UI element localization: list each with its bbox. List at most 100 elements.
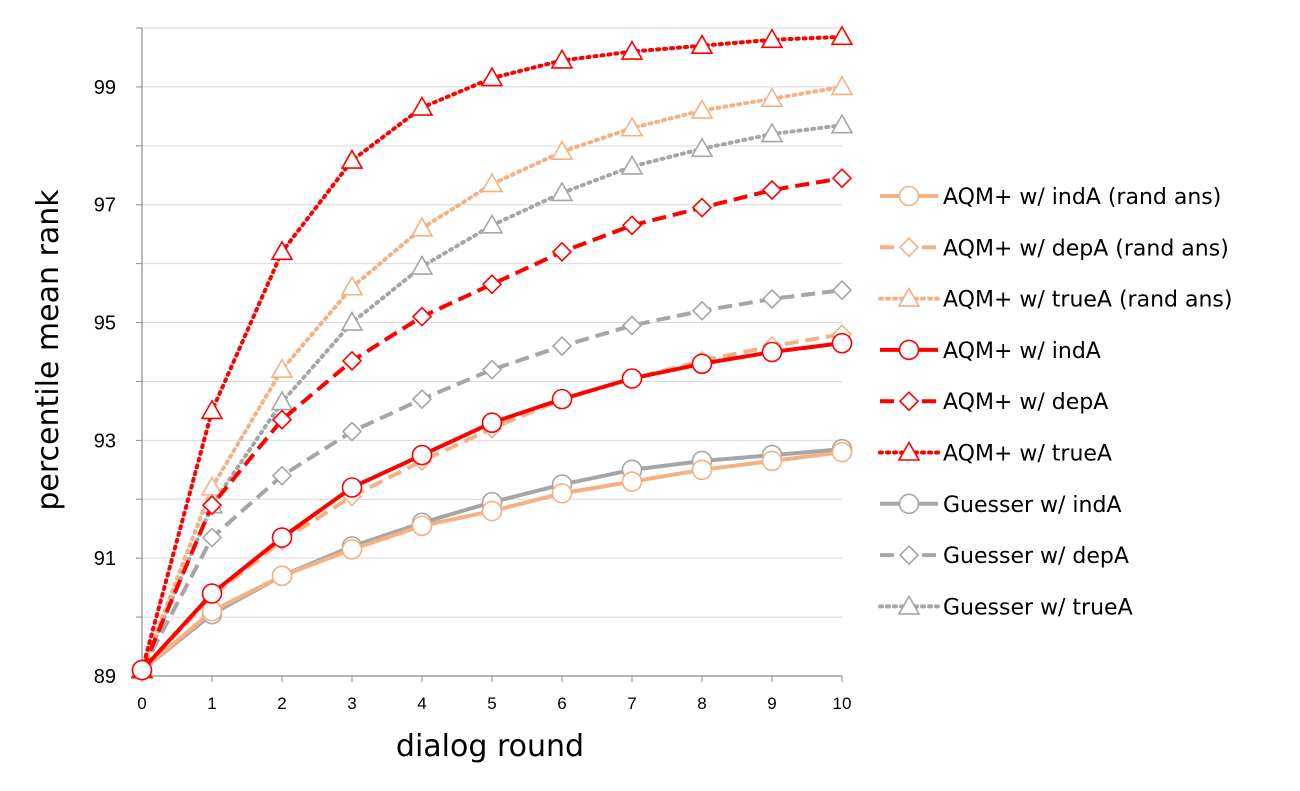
x-tick-label: 1 (207, 694, 216, 713)
data-point (831, 168, 853, 189)
data-point (340, 310, 364, 331)
legend-item: AQM+ w/ depA (880, 390, 1108, 415)
data-point (830, 25, 854, 46)
data-point (340, 275, 364, 296)
data-point (760, 122, 784, 143)
data-point (481, 274, 503, 295)
x-tick-labels: 0 1 2 3 4 5 6 7 8 9 10 (137, 694, 851, 713)
legend-item: AQM+ w/ trueA (rand ans) (878, 286, 1232, 313)
data-point (691, 353, 713, 375)
y-tick-label: 89 (94, 666, 116, 688)
series-3 (131, 332, 853, 681)
data-point (271, 527, 293, 548)
data-point (620, 116, 644, 137)
legend-item: Guesser w/ trueA (878, 594, 1133, 620)
legend-label: AQM+ w/ trueA (943, 442, 1112, 467)
legend-label: Guesser w/ indA (943, 493, 1122, 518)
series-line (140, 176, 843, 671)
y-tick-label: 95 (94, 313, 116, 335)
data-point (411, 444, 433, 466)
data-point (271, 465, 293, 486)
legend-item: AQM+ w/ depA (rand ans) (880, 236, 1229, 261)
series-layer (130, 25, 854, 681)
legend-item: AQM+ w/ indA (rand ans) (880, 185, 1221, 210)
data-point (690, 137, 714, 158)
x-tick-label: 6 (557, 694, 566, 713)
data-point (410, 254, 434, 275)
data-point (620, 39, 644, 60)
series-0 (131, 441, 853, 681)
data-point (551, 483, 573, 504)
data-point (761, 341, 783, 363)
y-tick-label: 99 (94, 77, 116, 99)
data-point (480, 66, 504, 87)
data-point (270, 358, 294, 378)
series-5 (130, 25, 854, 679)
y-axis-title: percentile mean rank (31, 189, 66, 511)
legend-marker (898, 544, 920, 566)
data-point (481, 359, 503, 380)
data-point (340, 148, 364, 169)
data-point (201, 583, 223, 604)
series-line (140, 447, 843, 672)
data-point (201, 495, 223, 516)
data-point (271, 409, 293, 430)
y-tick-labels: 89 91 93 95 97 99 (94, 77, 116, 688)
legend-marker (898, 391, 920, 412)
series-6 (131, 438, 853, 681)
data-point (411, 306, 433, 327)
data-point (831, 332, 853, 354)
data-point (621, 368, 643, 389)
x-tick-label: 5 (487, 694, 496, 713)
data-point (200, 399, 224, 420)
legend-label: AQM+ w/ depA (rand ans) (943, 236, 1229, 261)
legend-marker (898, 185, 920, 207)
data-point (831, 441, 853, 463)
data-point (341, 539, 363, 560)
data-point (690, 34, 714, 54)
legend-item: AQM+ w/ indA (880, 339, 1101, 364)
data-point (480, 213, 504, 234)
data-point (691, 300, 713, 321)
series-line (140, 450, 843, 672)
data-point (690, 98, 714, 119)
data-point (481, 412, 503, 433)
y-tick-label: 91 (94, 548, 116, 570)
x-tick-label: 7 (627, 694, 636, 713)
legend-item: AQM+ w/ trueA (878, 440, 1112, 467)
data-point (761, 288, 783, 310)
x-axis-title: dialog round (396, 729, 584, 764)
legend-marker (898, 339, 920, 361)
legend-label: Guesser w/ trueA (943, 595, 1133, 620)
series-2 (130, 75, 854, 679)
data-point (481, 500, 503, 522)
legend-label: AQM+ w/ indA (943, 339, 1101, 364)
data-point (270, 390, 294, 411)
x-tick-label: 10 (833, 694, 852, 713)
data-point (341, 477, 363, 498)
data-point (621, 215, 643, 236)
data-point (621, 471, 643, 492)
data-point (621, 315, 643, 336)
series-line (140, 123, 844, 673)
x-tick-label: 8 (697, 694, 706, 713)
x-tick-label: 3 (347, 694, 356, 713)
data-point (761, 179, 783, 201)
data-point (550, 181, 574, 202)
legend-marker (897, 286, 921, 307)
data-point (411, 515, 433, 537)
data-point (411, 388, 433, 410)
x-tick-label: 4 (417, 694, 426, 713)
data-point (831, 280, 853, 301)
gridlines (142, 27, 842, 618)
data-point (201, 600, 223, 622)
data-point (550, 140, 574, 161)
legend-label: AQM+ w/ depA (943, 390, 1108, 415)
data-point (551, 335, 573, 357)
series-7 (131, 280, 853, 681)
legend-label: AQM+ w/ trueA (rand ans) (943, 288, 1232, 313)
series-line (140, 34, 844, 673)
y-tick-label: 93 (94, 430, 116, 452)
legend-label: AQM+ w/ indA (rand ans) (943, 185, 1221, 210)
legend-item: Guesser w/ depA (880, 544, 1129, 569)
